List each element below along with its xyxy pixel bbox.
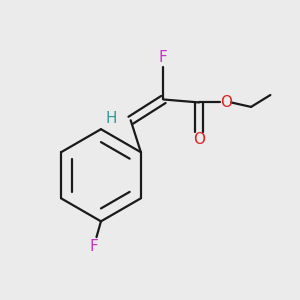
Text: O: O	[193, 132, 205, 147]
Text: F: F	[89, 239, 98, 254]
Text: F: F	[159, 50, 168, 65]
Text: H: H	[106, 111, 117, 126]
Text: O: O	[220, 95, 232, 110]
